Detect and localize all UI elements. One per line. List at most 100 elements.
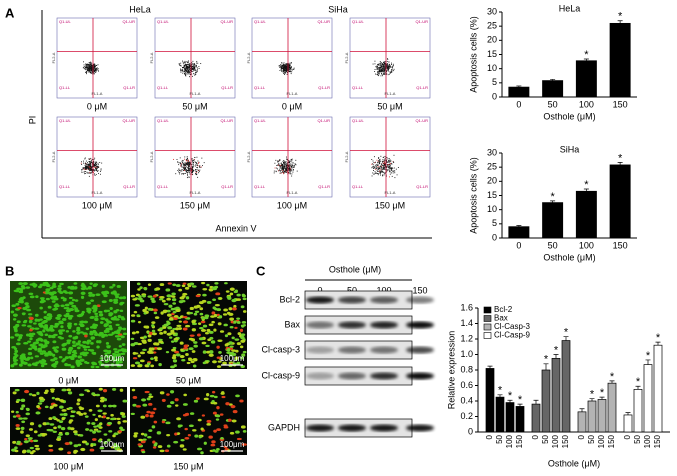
- event-dot: [379, 173, 381, 175]
- event-dot: [282, 70, 284, 71]
- event-dot: [187, 63, 189, 65]
- event-dot: [93, 65, 95, 67]
- event-dot: [193, 159, 195, 161]
- event-dot: [384, 164, 386, 166]
- event-dot: [184, 158, 185, 160]
- event-dot: [282, 168, 284, 170]
- event-dot: [286, 168, 288, 170]
- event-dot: [196, 71, 198, 73]
- event-dot: [384, 68, 386, 70]
- event-dot: [88, 69, 90, 71]
- event-dot: [380, 75, 382, 77]
- event-dot: [383, 172, 385, 174]
- cell: [140, 432, 145, 436]
- event-dot: [85, 164, 87, 166]
- event-dot: [184, 162, 186, 164]
- event-dot: [182, 164, 184, 166]
- cell: [230, 404, 236, 409]
- event-dot: [176, 158, 178, 160]
- event-dot: [293, 169, 294, 170]
- cell: [213, 395, 218, 399]
- event-dot: [91, 69, 93, 70]
- event-dot: [387, 67, 389, 69]
- event-dot: [193, 170, 195, 172]
- event-dot: [85, 166, 87, 168]
- event-dot: [383, 67, 385, 69]
- cell: [150, 411, 156, 415]
- cell: [113, 300, 119, 304]
- cell: [75, 342, 80, 346]
- event-dot: [288, 63, 290, 65]
- cell: [112, 443, 118, 447]
- event-dot: [184, 67, 186, 69]
- bar: [575, 60, 597, 98]
- event-dot: [288, 67, 290, 69]
- cell: [216, 405, 220, 410]
- y-axis-label: Apoptosis cells (%): [468, 16, 478, 93]
- event-dot: [376, 169, 378, 171]
- event-dot: [283, 170, 285, 172]
- event-dot: [393, 167, 395, 169]
- event-dot: [378, 73, 380, 75]
- cell: [225, 290, 230, 293]
- error-bar: [543, 363, 549, 370]
- x-tick-label: 0: [531, 434, 540, 439]
- cell: [229, 431, 235, 435]
- event-dot: [282, 67, 284, 69]
- event-dot: [86, 167, 88, 169]
- event-dot: [290, 73, 292, 75]
- cell: [108, 430, 113, 433]
- event-dot: [97, 69, 99, 71]
- event-dot: [90, 162, 91, 164]
- event-dot: [288, 66, 290, 68]
- cell: [57, 335, 62, 339]
- cell: [152, 294, 157, 298]
- cell: [180, 348, 184, 351]
- error-bar: [583, 58, 589, 61]
- event-dot: [386, 63, 388, 65]
- cell: [93, 428, 99, 431]
- cell: [231, 307, 237, 311]
- event-dot: [377, 173, 378, 174]
- event-dot: [380, 63, 382, 64]
- cell: [202, 287, 208, 291]
- cell: [86, 308, 92, 312]
- cell: [18, 282, 24, 286]
- cell: [189, 312, 194, 315]
- event-dot: [281, 167, 283, 169]
- event-dot: [376, 69, 378, 70]
- cell: [236, 342, 242, 346]
- event-dot: [93, 171, 94, 173]
- cell: [23, 342, 29, 345]
- event-dot: [282, 165, 284, 167]
- event-dot: [195, 170, 197, 172]
- event-dot: [196, 70, 198, 72]
- cell: [68, 307, 75, 312]
- cell: [116, 354, 121, 357]
- cell: [101, 300, 107, 304]
- cell: [98, 310, 103, 314]
- event-dot: [388, 167, 389, 169]
- event-dot: [382, 69, 384, 71]
- event-dot: [387, 63, 389, 65]
- cell: [240, 324, 246, 327]
- event-dot: [374, 71, 376, 73]
- plot-axis-name: FL1-A: [287, 91, 298, 96]
- event-dot: [183, 163, 185, 165]
- event-dot: [389, 65, 391, 67]
- bar: [508, 86, 530, 98]
- event-dot: [189, 162, 190, 164]
- event-dot: [178, 173, 180, 175]
- event-dot: [194, 64, 195, 66]
- x-tick-label: 50: [495, 434, 504, 443]
- cell: [85, 345, 91, 349]
- cell: [201, 299, 207, 303]
- event-dot: [290, 69, 292, 71]
- cell: [19, 407, 24, 411]
- event-dot: [185, 65, 187, 67]
- cell: [198, 337, 204, 341]
- cell: [77, 443, 82, 447]
- cell: [173, 315, 179, 319]
- cell-line-label: SiHa: [328, 4, 348, 14]
- event-dot: [377, 66, 378, 68]
